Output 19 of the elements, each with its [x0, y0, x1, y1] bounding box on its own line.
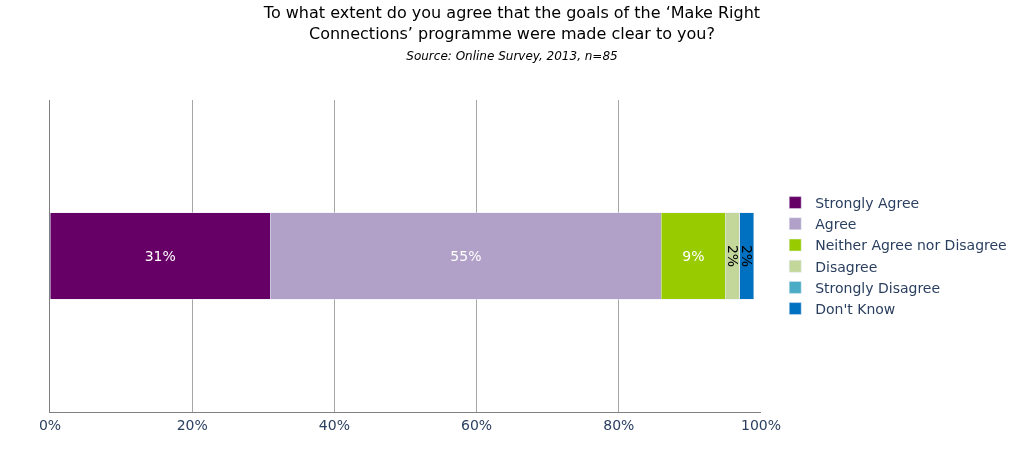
legend-label: Strongly Agree — [815, 195, 920, 212]
chart-subtitle: Source: Online Survey, 2013, n=85 — [406, 48, 618, 63]
x-tick-label: 80% — [603, 416, 635, 433]
x-tick-label: 60% — [461, 416, 493, 433]
legend-label: Strongly Disagree — [815, 279, 941, 296]
x-tick-label: 40% — [318, 416, 350, 433]
data-label: 2% — [724, 244, 741, 268]
data-label: 31% — [144, 248, 176, 264]
chart-title: To what extent do you agree that the goals of the ‘Make Right Connections’ programme were made clear to you? — [262, 3, 761, 43]
data-label: 55% — [450, 248, 482, 264]
data-label: 2% — [738, 244, 755, 268]
legend-label: Don't Know — [815, 301, 896, 318]
x-tick-label: 20% — [176, 416, 208, 433]
x-tick-label: 100% — [740, 416, 782, 433]
legend-label: Agree — [815, 216, 857, 233]
x-tick-label: 0% — [38, 416, 62, 433]
data-label: 9% — [682, 248, 705, 264]
legend-label: Disagree — [815, 258, 878, 275]
legend-label: Neither Agree nor Disagree — [815, 237, 1007, 254]
